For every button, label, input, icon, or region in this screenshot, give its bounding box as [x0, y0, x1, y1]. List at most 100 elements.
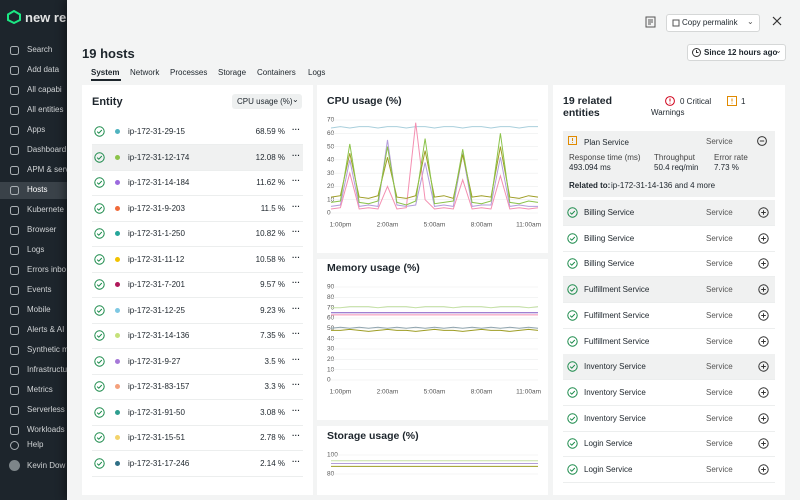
- more-menu[interactable]: ···: [292, 354, 300, 364]
- entity-row[interactable]: ip-172-31-7-201 9.57 % ···: [92, 272, 303, 298]
- nav-item[interactable]: Workloads: [27, 425, 65, 434]
- nav-item[interactable]: All entities: [27, 105, 64, 114]
- related-entity[interactable]: Inventory Service Service: [563, 380, 775, 406]
- add-button[interactable]: [758, 361, 769, 372]
- nav-item[interactable]: Kubernete: [27, 205, 64, 214]
- x-tick-label: 1:00pm: [330, 222, 352, 229]
- close-button[interactable]: [772, 16, 782, 26]
- related-value: ip-172-31-14-136 and 4 more: [611, 181, 716, 190]
- nav-item[interactable]: Dashboard: [27, 145, 67, 154]
- entity-row[interactable]: ip-172-31-29-15 68.59 % ···: [92, 119, 303, 145]
- entity-row[interactable]: ip-172-31-83-157 3.3 % ···: [92, 374, 303, 400]
- sidebar: new re Search Add data All capabi All entiti…: [0, 0, 67, 500]
- more-menu[interactable]: ···: [292, 405, 300, 415]
- nav-item[interactable]: Infrastructu: [27, 365, 67, 374]
- entity-row[interactable]: ip-172-31-9-27 3.5 % ···: [92, 349, 303, 375]
- nav-item[interactable]: Add data: [27, 65, 60, 74]
- more-menu[interactable]: ···: [292, 329, 300, 338]
- collapse-button[interactable]: [757, 136, 767, 146]
- more-menu[interactable]: ···: [292, 431, 300, 440]
- share-icon[interactable]: [645, 16, 657, 28]
- add-button[interactable]: [758, 232, 769, 244]
- related-entity[interactable]: Login Service Service: [563, 457, 775, 483]
- add-button[interactable]: [758, 335, 769, 347]
- chart-divider: [317, 253, 548, 259]
- related-entity[interactable]: Billing Service Service: [563, 200, 775, 226]
- add-button[interactable]: [758, 387, 769, 398]
- entity-row[interactable]: ip-172-31-12-25 9.23 % ···: [92, 298, 303, 324]
- add-button[interactable]: [758, 412, 769, 424]
- user-name[interactable]: Kevin Dow: [27, 461, 66, 470]
- nav-item[interactable]: Events: [27, 285, 52, 294]
- chart: 0 10 20 30 40 50 60 70 80 90 1:00pm 2:00am 5:00am 8:0…: [327, 284, 541, 396]
- add-button[interactable]: [758, 258, 769, 270]
- nav-item[interactable]: Hosts: [27, 185, 48, 194]
- related-entity[interactable]: Inventory Service Service: [563, 354, 775, 381]
- entity-row[interactable]: ip-172-31-12-174 12.08 % ···: [92, 144, 303, 171]
- more-menu[interactable]: ···: [292, 380, 300, 389]
- more-menu[interactable]: ···: [292, 456, 300, 466]
- featured-entity[interactable]: Plan Service Service Response time (ms) 493…: [563, 131, 775, 197]
- tab[interactable]: Logs: [308, 68, 326, 77]
- entity-row[interactable]: ip-172-31-14-136 7.35 % ···: [92, 323, 303, 349]
- metric-dropdown[interactable]: CPU usage (%) ⌄: [232, 94, 302, 109]
- entity-row[interactable]: ip-172-31-11-12 10.58 % ···: [92, 247, 303, 273]
- more-menu[interactable]: ···: [292, 150, 300, 160]
- tab[interactable]: System: [91, 68, 120, 77]
- related-entity[interactable]: Login Service Service: [563, 431, 775, 458]
- add-button[interactable]: [758, 464, 769, 475]
- more-menu[interactable]: ···: [292, 125, 300, 134]
- related-entity[interactable]: Billing Service Service: [563, 251, 775, 278]
- related-entity[interactable]: Billing Service Service: [563, 226, 775, 252]
- add-button[interactable]: [758, 207, 769, 218]
- nav-item[interactable]: Errors inbo: [27, 265, 67, 274]
- help[interactable]: Help: [27, 440, 44, 449]
- more-menu[interactable]: ···: [292, 176, 300, 185]
- related-entity[interactable]: Fulfillment Service Service: [563, 303, 775, 329]
- copy-permalink-button[interactable]: Copy permalink ⌄: [666, 14, 760, 32]
- status-ok-icon: [94, 355, 105, 367]
- entity-row[interactable]: ip-172-31-15-51 2.78 % ···: [92, 425, 303, 451]
- nav-item[interactable]: All capabi: [27, 85, 62, 94]
- entity-row[interactable]: ip-172-31-91-50 3.08 % ···: [92, 400, 303, 426]
- tab[interactable]: Processes: [170, 68, 208, 77]
- nav-item[interactable]: Metrics: [27, 385, 53, 394]
- related-entity[interactable]: Fulfillment Service Service: [563, 329, 775, 355]
- more-menu[interactable]: ···: [292, 227, 300, 236]
- color-dot: [115, 409, 120, 415]
- nav-item[interactable]: Serverless: [27, 405, 65, 414]
- time-picker[interactable]: Since 12 hours ago ⌄: [687, 44, 786, 61]
- nav-item[interactable]: Browser: [27, 225, 57, 234]
- nav-icon: [10, 226, 19, 235]
- nav-item[interactable]: Apps: [27, 125, 46, 134]
- status-ok-icon: [94, 279, 105, 290]
- related-entity[interactable]: Inventory Service Service: [563, 406, 775, 432]
- add-button[interactable]: [758, 438, 769, 449]
- nav-item[interactable]: Synthetic m: [27, 345, 67, 354]
- add-button[interactable]: [758, 310, 769, 321]
- tab[interactable]: Storage: [218, 68, 247, 77]
- more-menu[interactable]: ···: [292, 303, 300, 313]
- entity-row[interactable]: ip-172-31-1-250 10.82 % ···: [92, 221, 303, 247]
- nav-icon: [10, 386, 19, 395]
- status-ok-icon: [94, 432, 105, 443]
- entity-row[interactable]: ip-172-31-9-203 11.5 % ···: [92, 196, 303, 222]
- nav-item[interactable]: Logs: [27, 245, 45, 254]
- entity-row[interactable]: ip-172-31-14-184 11.62 % ···: [92, 170, 303, 196]
- entity-type: Service: [706, 208, 733, 217]
- more-menu[interactable]: ···: [292, 201, 300, 211]
- nav-item[interactable]: APM & serv: [27, 165, 67, 174]
- entity-row[interactable]: ip-172-31-17-246 2.14 % ···: [92, 451, 303, 477]
- y-tick-label: 20: [327, 183, 335, 190]
- related-entity[interactable]: Fulfillment Service Service: [563, 277, 775, 304]
- add-button[interactable]: [758, 284, 769, 295]
- more-menu[interactable]: ···: [292, 278, 300, 287]
- more-menu[interactable]: ···: [292, 252, 300, 262]
- nav-item[interactable]: Alerts & AI: [27, 325, 65, 334]
- nav-icon: [10, 266, 19, 275]
- nav-item[interactable]: Mobile: [27, 305, 51, 314]
- entity-type: Service: [706, 285, 733, 295]
- tab[interactable]: Network: [130, 68, 160, 77]
- nav-item[interactable]: Search: [27, 45, 53, 54]
- tab[interactable]: Containers: [257, 68, 296, 77]
